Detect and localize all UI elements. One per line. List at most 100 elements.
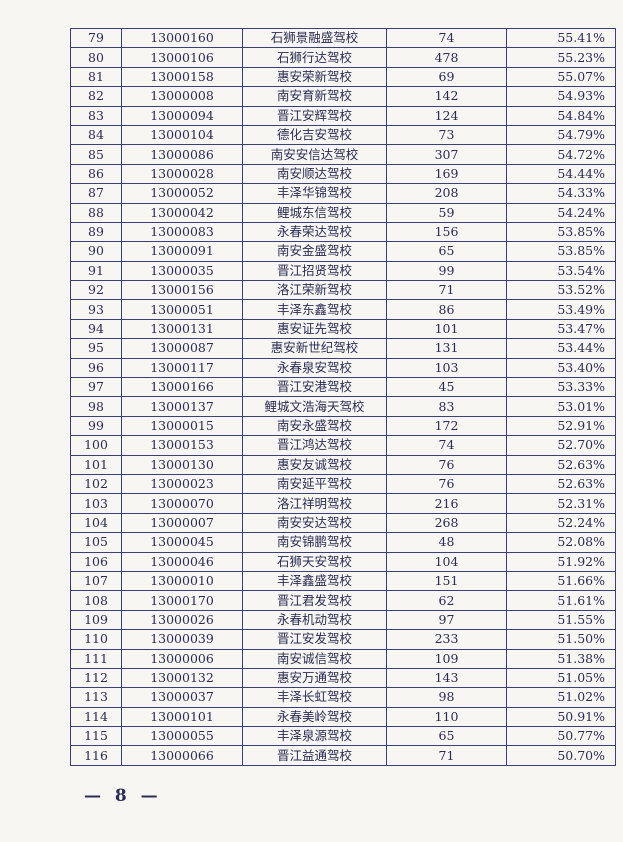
table-row: 96 13000117 永春泉安驾校 103 53.40% xyxy=(70,357,616,379)
table-row: 85 13000086 南安安信达驾校 307 54.72% xyxy=(70,144,616,165)
school-code-cell: 13000066 xyxy=(121,745,243,766)
table-row: 104 13000007 南安安达驾校 268 52.24% xyxy=(70,512,616,534)
count-cell: 98 xyxy=(386,687,507,708)
school-name-cell: 南安安信达驾校 xyxy=(242,144,387,165)
school-name-cell: 永春荣达驾校 xyxy=(242,221,387,243)
school-name-cell: 晋江安港驾校 xyxy=(242,377,387,398)
rank-cell: 100 xyxy=(70,435,122,456)
count-cell: 48 xyxy=(386,532,507,553)
rate-cell: 54.84% xyxy=(506,105,616,126)
school-code-cell: 13000052 xyxy=(121,183,243,204)
school-code-cell: 13000094 xyxy=(121,105,243,126)
rate-cell: 51.55% xyxy=(506,609,616,631)
school-name-cell: 永春泉安驾校 xyxy=(242,357,387,379)
count-cell: 45 xyxy=(386,377,507,398)
count-cell: 131 xyxy=(386,338,507,359)
rank-cell: 109 xyxy=(70,609,122,631)
rate-cell: 52.24% xyxy=(506,512,616,534)
school-code-cell: 13000055 xyxy=(121,726,243,747)
rate-cell: 51.92% xyxy=(506,551,616,572)
rank-cell: 97 xyxy=(70,377,122,398)
rank-cell: 82 xyxy=(70,86,122,107)
school-code-cell: 13000137 xyxy=(121,396,243,417)
school-name-cell: 惠安万通驾校 xyxy=(242,667,387,689)
rate-cell: 54.24% xyxy=(506,202,616,223)
school-name-cell: 南安锦鹏驾校 xyxy=(242,532,387,553)
rank-cell: 105 xyxy=(70,532,122,553)
school-code-cell: 13000035 xyxy=(121,260,243,282)
table-row: 95 13000087 惠安新世纪驾校 131 53.44% xyxy=(70,338,616,359)
rank-cell: 90 xyxy=(70,241,122,262)
rate-cell: 51.02% xyxy=(506,687,616,708)
count-cell: 478 xyxy=(386,47,507,68)
table-row: 90 13000091 南安金盛驾校 65 53.85% xyxy=(70,241,616,262)
rate-cell: 54.44% xyxy=(506,163,616,185)
rank-cell: 116 xyxy=(70,745,122,766)
rate-cell: 53.52% xyxy=(506,280,616,301)
count-cell: 169 xyxy=(386,163,507,185)
rank-cell: 115 xyxy=(70,726,122,747)
rate-cell: 51.66% xyxy=(506,570,616,592)
rank-cell: 113 xyxy=(70,687,122,708)
school-code-cell: 13000045 xyxy=(121,532,243,553)
school-code-cell: 13000156 xyxy=(121,280,243,301)
school-name-cell: 永春美岭驾校 xyxy=(242,706,387,728)
school-code-cell: 13000130 xyxy=(121,454,243,475)
table-row: 103 13000070 洛江祥明驾校 216 52.31% xyxy=(70,493,616,514)
count-cell: 208 xyxy=(386,183,507,204)
count-cell: 65 xyxy=(386,726,507,747)
school-code-cell: 13000010 xyxy=(121,570,243,592)
rate-cell: 53.33% xyxy=(506,377,616,398)
table-row: 107 13000010 丰泽鑫盛驾校 151 51.66% xyxy=(70,570,616,592)
school-name-cell: 南安金盛驾校 xyxy=(242,241,387,262)
table-row: 84 13000104 德化吉安驾校 73 54.79% xyxy=(70,124,616,146)
rate-cell: 52.08% xyxy=(506,532,616,553)
count-cell: 99 xyxy=(386,260,507,282)
table-row: 98 13000137 鲤城文浩海天驾校 83 53.01% xyxy=(70,396,616,417)
count-cell: 76 xyxy=(386,473,507,495)
rank-cell: 110 xyxy=(70,629,122,650)
table-row: 112 13000132 惠安万通驾校 143 51.05% xyxy=(70,667,616,689)
rank-cell: 89 xyxy=(70,221,122,243)
table-row: 81 13000158 惠安荣新驾校 69 55.07% xyxy=(70,66,616,88)
rate-cell: 51.05% xyxy=(506,667,616,689)
count-cell: 83 xyxy=(386,396,507,417)
school-code-cell: 13000070 xyxy=(121,493,243,514)
count-cell: 69 xyxy=(386,66,507,88)
table-row: 100 13000153 晋江鸿达驾校 74 52.70% xyxy=(70,435,616,456)
school-code-cell: 13000106 xyxy=(121,47,243,68)
school-code-cell: 13000104 xyxy=(121,124,243,146)
table-row: 82 13000008 南安育新驾校 142 54.93% xyxy=(70,86,616,107)
rate-cell: 53.47% xyxy=(506,318,616,340)
table-row: 79 13000160 石狮景融盛驾校 74 55.41% xyxy=(70,27,616,49)
school-name-cell: 晋江君发驾校 xyxy=(242,590,387,611)
rate-cell: 50.70% xyxy=(506,745,616,766)
school-name-cell: 德化吉安驾校 xyxy=(242,124,387,146)
count-cell: 110 xyxy=(386,706,507,728)
school-code-cell: 13000051 xyxy=(121,299,243,320)
count-cell: 103 xyxy=(386,357,507,379)
school-code-cell: 13000087 xyxy=(121,338,243,359)
count-cell: 156 xyxy=(386,221,507,243)
count-cell: 101 xyxy=(386,318,507,340)
school-name-cell: 晋江安辉驾校 xyxy=(242,105,387,126)
table-row: 116 13000066 晋江益通驾校 71 50.70% xyxy=(70,745,616,766)
rank-cell: 93 xyxy=(70,299,122,320)
school-name-cell: 惠安新世纪驾校 xyxy=(242,338,387,359)
table-row: 111 13000006 南安诚信驾校 109 51.38% xyxy=(70,648,616,669)
rank-cell: 94 xyxy=(70,318,122,340)
rate-cell: 51.50% xyxy=(506,629,616,650)
rank-cell: 81 xyxy=(70,66,122,88)
rank-cell: 95 xyxy=(70,338,122,359)
table-row: 105 13000045 南安锦鹏驾校 48 52.08% xyxy=(70,532,616,553)
school-name-cell: 惠安荣新驾校 xyxy=(242,66,387,88)
table-row: 92 13000156 洛江荣新驾校 71 53.52% xyxy=(70,280,616,301)
rank-cell: 102 xyxy=(70,473,122,495)
school-name-cell: 丰泽泉源驾校 xyxy=(242,726,387,747)
school-name-cell: 洛江荣新驾校 xyxy=(242,280,387,301)
school-name-cell: 南安顺达驾校 xyxy=(242,163,387,185)
count-cell: 71 xyxy=(386,280,507,301)
school-code-cell: 13000170 xyxy=(121,590,243,611)
school-name-cell: 南安育新驾校 xyxy=(242,86,387,107)
school-name-cell: 晋江鸿达驾校 xyxy=(242,435,387,456)
